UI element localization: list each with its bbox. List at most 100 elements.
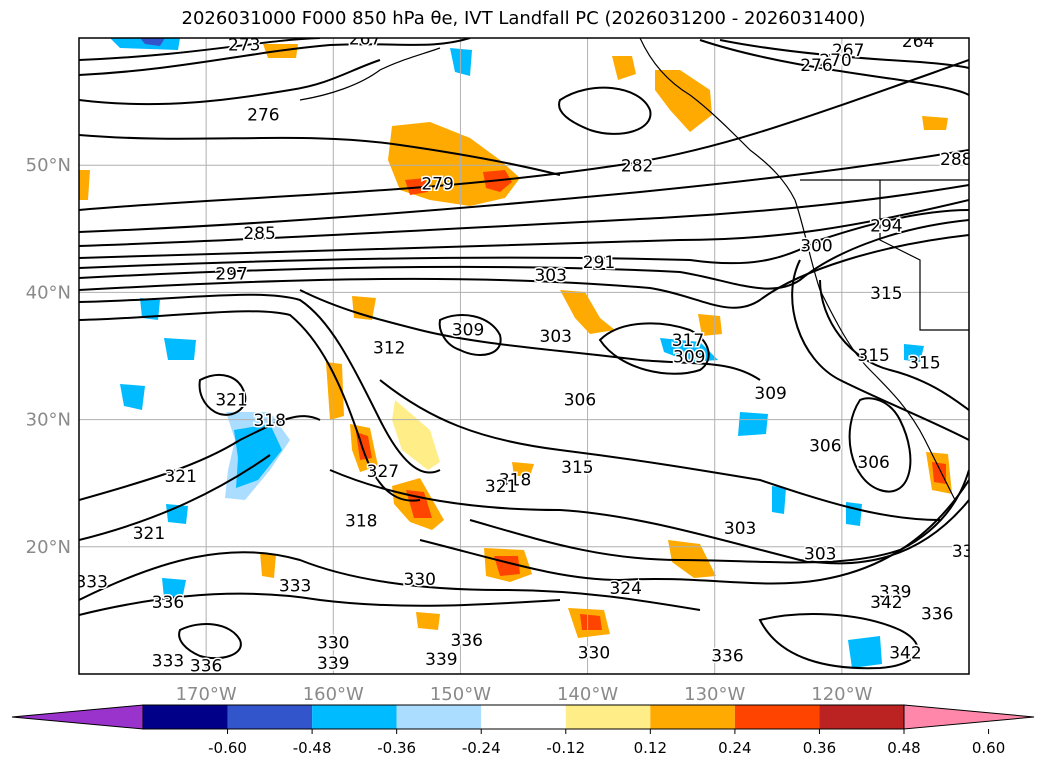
contour-line [791,259,969,441]
contour-line [819,279,969,411]
anomaly-patch [162,578,186,600]
contour-label: 321 [215,391,247,411]
contour-label: 336 [921,604,953,624]
anomaly-patch [392,400,440,470]
contour-label: 264 [902,32,934,52]
contour-label: 294 [870,216,902,236]
contour-line [699,39,969,96]
anomaly-patch [655,70,712,132]
anomaly-patch [698,314,722,336]
contour-label: 306 [857,453,889,473]
contour-line [758,613,919,670]
colorbar-tick-label: -0.24 [462,739,501,757]
contour-line [79,454,271,541]
map-frame [78,37,970,675]
colorbar-tick-label: 0.24 [718,739,751,757]
contour-label: 318 [345,511,377,531]
contour-label: 282 [621,157,653,177]
anomaly-patch [932,462,946,484]
contour-line [79,592,561,616]
colorbar-segment [312,705,397,729]
contour-label: 336 [190,656,222,676]
contour-line [198,374,247,416]
anomaly-patch [848,636,882,668]
colorbar-segment [734,705,820,729]
anomaly-patch [140,298,160,320]
contour-label: 327 [367,462,399,482]
lat-tick-label: 20°N [26,537,71,558]
plot-title: 2026031000 F000 850 hPa θe, IVT Landfall… [181,8,866,29]
anomaly-patch [580,614,602,630]
lat-tick-label: 40°N [26,282,71,303]
colorbar-tick-label: 0.12 [634,739,667,757]
contour-label: 315 [561,458,593,478]
colorbar-tick-label: 0.48 [887,739,920,757]
theta-e-contours [79,38,969,670]
contour-label: 321 [164,467,196,487]
contour-line [79,209,969,269]
contour-label: 317 [672,331,704,351]
anomaly-patch [512,462,534,476]
contour-label: 330 [404,570,436,590]
contour-line [558,86,652,135]
contour-line [469,469,969,564]
colorbar-tick-label: 0.36 [803,739,836,757]
anomaly-patch [405,178,428,195]
colorbar-segment [650,705,735,729]
contour-label: 303 [540,327,572,347]
contour-label: 321 [485,477,517,497]
contour-line [79,293,441,474]
colorbar-extend-low [11,704,144,730]
contour-line [79,199,969,259]
contour-label: 339 [425,650,457,670]
contour-line [848,397,912,493]
border-line [879,180,969,331]
anomaly-patch [668,540,716,578]
colorbar-segment [396,705,482,729]
contour-label: 288 [940,150,972,170]
contour-line [79,149,969,233]
lon-tick-label: 120°W [811,684,872,705]
contour-label: 312 [373,338,405,358]
contour-line [178,623,242,660]
anomaly-patch [612,56,636,80]
colorbar-segment [565,705,651,729]
contour-line [79,59,969,211]
contour-label: 297 [215,265,247,285]
contour-label: 303 [724,519,756,539]
lon-tick-label: 170°W [176,684,237,705]
contour-label: 330 [317,634,349,654]
lon-tick-label: 140°W [557,684,618,705]
contour-label: 276 [247,106,279,126]
anomaly-patch [450,48,472,76]
lat-tick-label: 30°N [26,410,71,431]
colorbar-segment [819,705,904,729]
contour-label: 300 [800,237,832,257]
lon-tick-label: 130°W [684,684,745,705]
contour-label: 342 [870,593,902,613]
contour-line [79,59,381,106]
anomaly-shading [79,38,952,668]
contour-label: 306 [809,436,841,456]
lon-tick-label: 160°W [303,684,364,705]
contour-label: 318 [499,471,531,491]
graticule [79,38,969,674]
contour-label: 33 [952,542,974,562]
contour-label: 330 [578,644,610,664]
anomaly-patch [120,384,145,410]
colorbar-extend-high [903,704,1035,730]
longitude-tick-labels: 170°W 160°W 150°W 140°W 130°W 120°W [176,684,873,705]
contour-label: 291 [583,253,615,273]
contour-label: 276 [800,56,832,76]
anomaly-patch [660,338,718,362]
contour-line [379,379,941,521]
contour-label: 333 [279,576,311,596]
lat-tick-label: 50°N [26,155,71,176]
anomaly-patch [260,552,276,578]
contour-label: 336 [451,631,483,651]
contour-line [719,39,969,69]
contour-line [438,314,502,356]
contour-label: 342 [889,644,921,664]
